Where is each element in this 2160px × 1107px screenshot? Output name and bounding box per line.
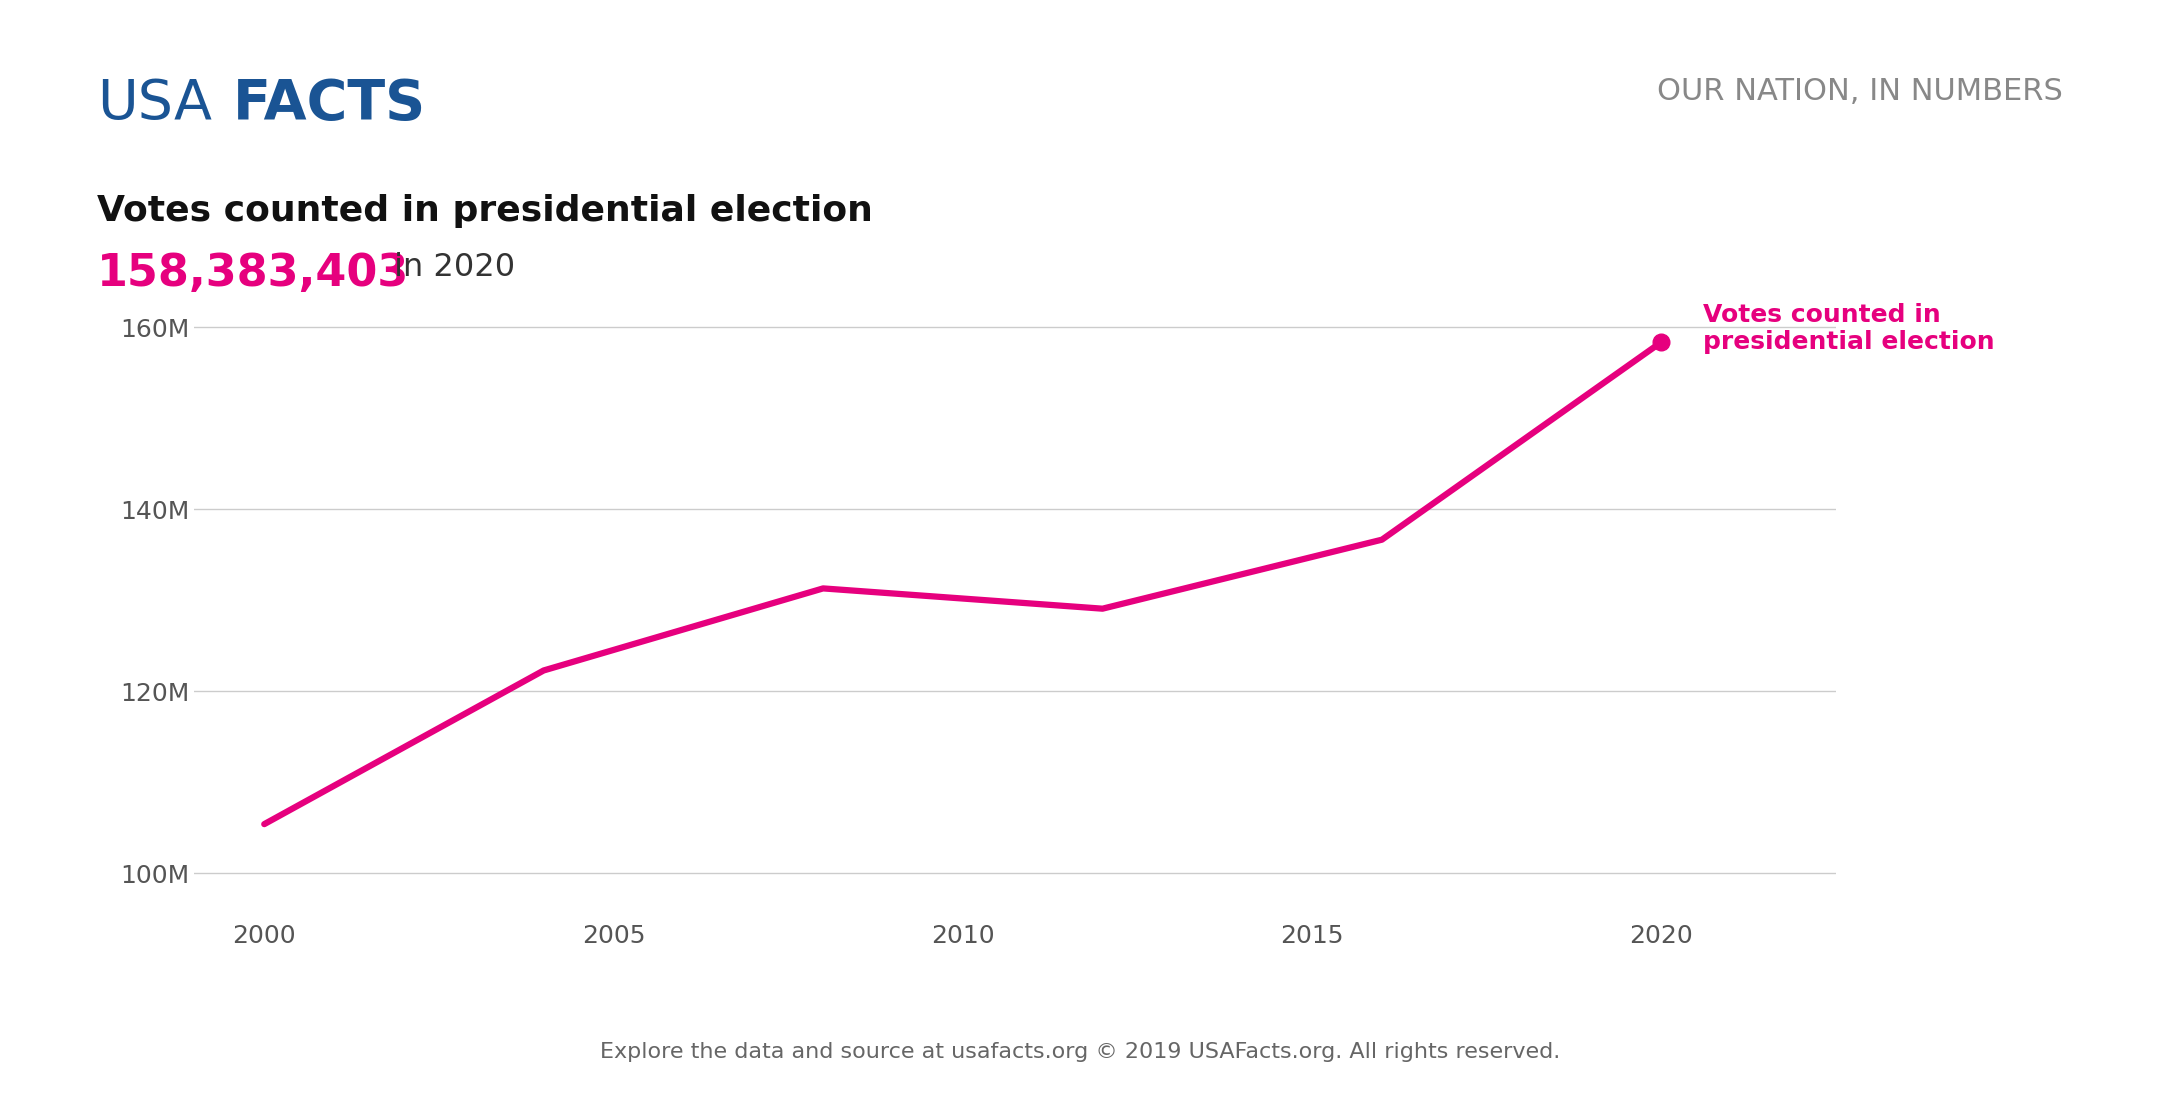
Text: Votes counted in
presidential election: Votes counted in presidential election — [1704, 302, 1996, 354]
Text: Explore the data and source at usafacts.org © 2019 USAFacts.org. All rights rese: Explore the data and source at usafacts.… — [600, 1042, 1560, 1062]
Text: in 2020: in 2020 — [384, 252, 516, 283]
Text: FACTS: FACTS — [233, 77, 426, 132]
Text: OUR NATION, IN NUMBERS: OUR NATION, IN NUMBERS — [1657, 77, 2063, 106]
Text: Votes counted in presidential election: Votes counted in presidential election — [97, 194, 873, 228]
Text: 158,383,403: 158,383,403 — [97, 252, 410, 296]
Text: USA: USA — [97, 77, 212, 132]
